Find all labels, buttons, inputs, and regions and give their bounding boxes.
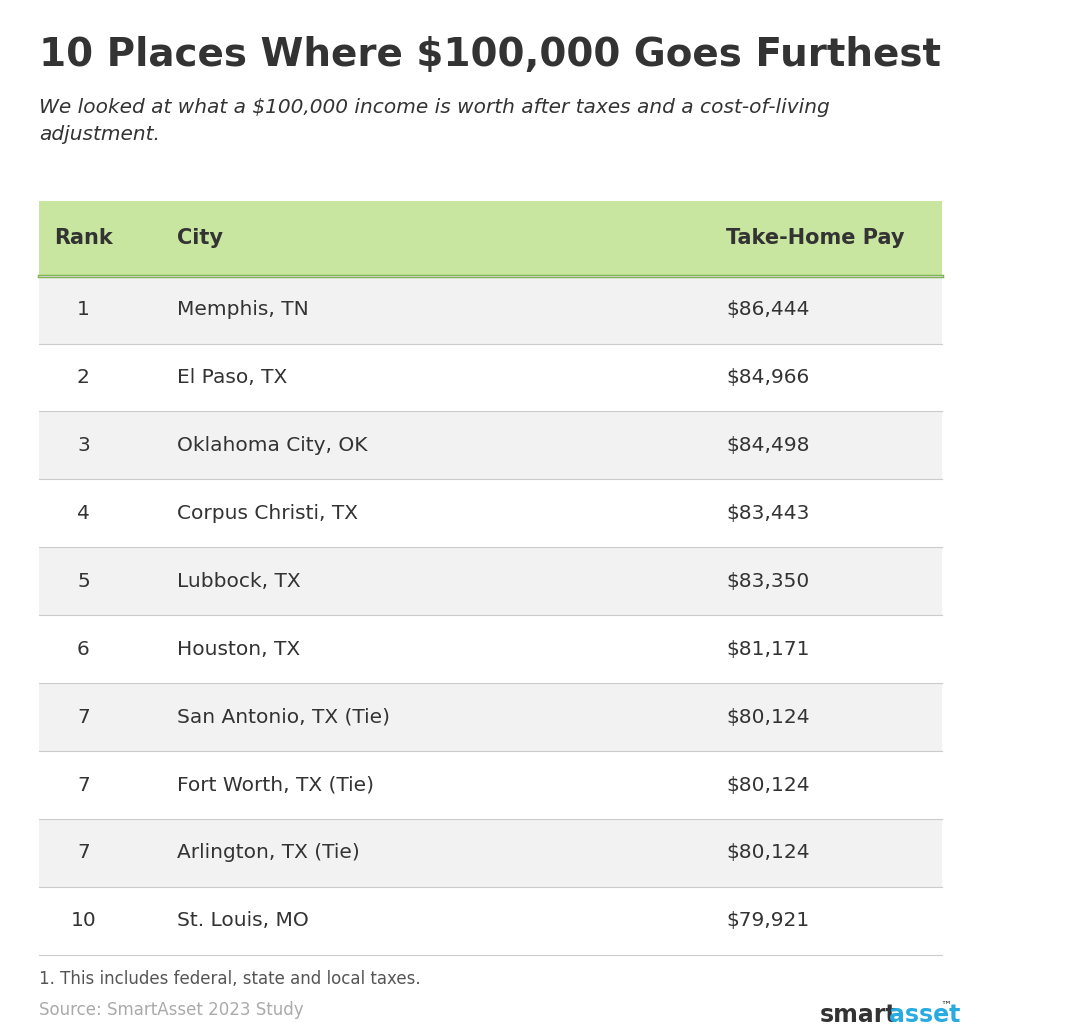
Text: Houston, TX: Houston, TX bbox=[177, 640, 300, 659]
Text: We looked at what a $100,000 income is worth after taxes and a cost-of-living
ad: We looked at what a $100,000 income is w… bbox=[39, 98, 831, 144]
Text: $84,966: $84,966 bbox=[727, 368, 810, 387]
Text: $83,443: $83,443 bbox=[727, 504, 810, 523]
Bar bbox=[39, 547, 942, 615]
Text: 10 Places Where $100,000 Goes Furthest: 10 Places Where $100,000 Goes Furthest bbox=[39, 36, 942, 74]
Text: St. Louis, MO: St. Louis, MO bbox=[177, 911, 309, 931]
Text: 2: 2 bbox=[77, 368, 90, 387]
Text: Source: SmartAsset 2023 Study: Source: SmartAsset 2023 Study bbox=[39, 1001, 303, 1020]
Text: 1. This includes federal, state and local taxes.: 1. This includes federal, state and loca… bbox=[39, 970, 421, 989]
Text: asset: asset bbox=[889, 1003, 960, 1028]
Text: City: City bbox=[177, 229, 222, 248]
Text: $79,921: $79,921 bbox=[727, 911, 810, 931]
Text: ™: ™ bbox=[941, 1001, 951, 1011]
Text: $80,124: $80,124 bbox=[727, 707, 810, 727]
Text: Oklahoma City, OK: Oklahoma City, OK bbox=[177, 436, 367, 455]
Text: 7: 7 bbox=[77, 776, 90, 794]
Text: 1: 1 bbox=[77, 300, 90, 320]
Bar bbox=[39, 343, 942, 412]
Bar bbox=[39, 751, 942, 819]
Bar bbox=[39, 615, 942, 683]
Text: 7: 7 bbox=[77, 707, 90, 727]
Text: San Antonio, TX (Tie): San Antonio, TX (Tie) bbox=[177, 707, 390, 727]
Bar bbox=[39, 412, 942, 480]
Bar bbox=[39, 202, 942, 276]
Text: smart: smart bbox=[820, 1003, 897, 1028]
Text: Memphis, TN: Memphis, TN bbox=[177, 300, 309, 320]
Text: 4: 4 bbox=[77, 504, 90, 523]
Text: 7: 7 bbox=[77, 844, 90, 862]
Text: Take-Home Pay: Take-Home Pay bbox=[727, 229, 905, 248]
Text: 10: 10 bbox=[70, 911, 96, 931]
Text: $86,444: $86,444 bbox=[727, 300, 810, 320]
Text: Corpus Christi, TX: Corpus Christi, TX bbox=[177, 504, 357, 523]
Text: $80,124: $80,124 bbox=[727, 776, 810, 794]
Text: Lubbock, TX: Lubbock, TX bbox=[177, 572, 300, 590]
Text: 5: 5 bbox=[77, 572, 90, 590]
Bar bbox=[39, 887, 942, 954]
Text: 3: 3 bbox=[77, 436, 90, 455]
Bar bbox=[39, 276, 942, 343]
Text: Rank: Rank bbox=[54, 229, 112, 248]
Text: $80,124: $80,124 bbox=[727, 844, 810, 862]
Bar bbox=[39, 819, 942, 887]
Bar bbox=[39, 480, 942, 547]
Text: Fort Worth, TX (Tie): Fort Worth, TX (Tie) bbox=[177, 776, 374, 794]
Text: $83,350: $83,350 bbox=[727, 572, 810, 590]
Text: $81,171: $81,171 bbox=[727, 640, 810, 659]
Text: $84,498: $84,498 bbox=[727, 436, 810, 455]
Text: Arlington, TX (Tie): Arlington, TX (Tie) bbox=[177, 844, 360, 862]
Text: El Paso, TX: El Paso, TX bbox=[177, 368, 287, 387]
Bar bbox=[39, 683, 942, 751]
Text: 6: 6 bbox=[77, 640, 90, 659]
